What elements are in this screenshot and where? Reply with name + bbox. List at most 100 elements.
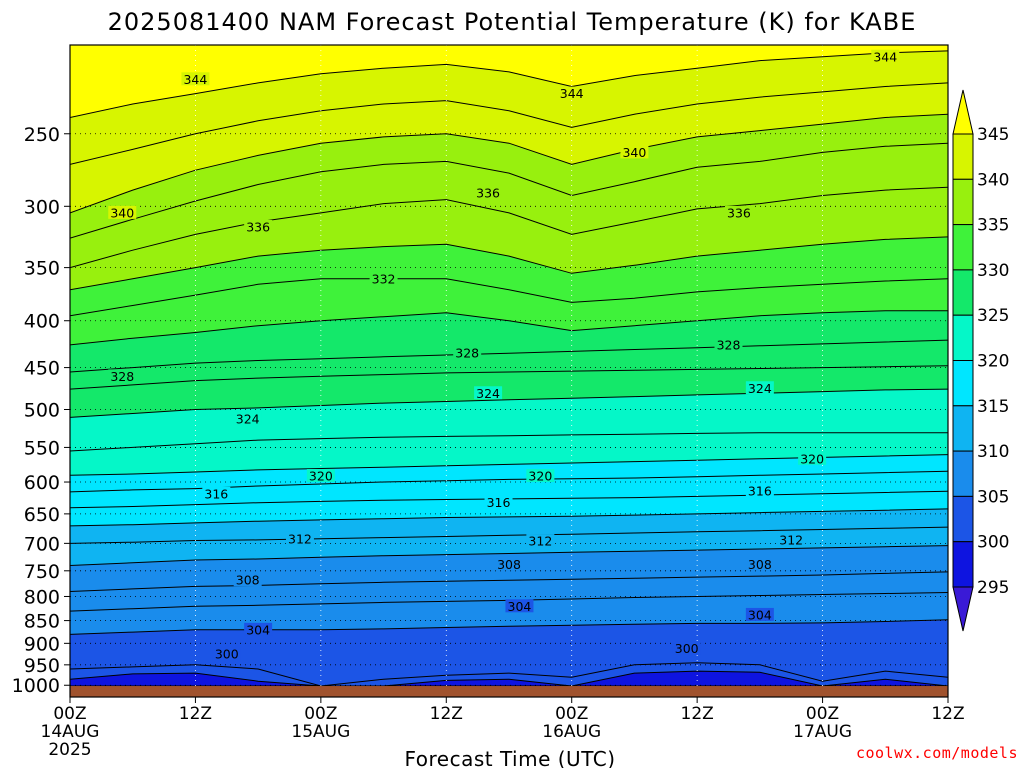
contour-label-bg bbox=[745, 381, 774, 395]
y-tick-label: 600 bbox=[24, 472, 60, 494]
contour-label-bg bbox=[798, 451, 827, 465]
contour-lines bbox=[70, 50, 948, 687]
y-tick-label: 250 bbox=[24, 124, 60, 146]
x-tick-date: 14AUG bbox=[41, 722, 100, 742]
x-tick-label: 00Z bbox=[806, 704, 839, 724]
isentrope-line bbox=[70, 310, 948, 346]
x-tick-year: 2025 bbox=[48, 740, 91, 760]
isentrope-line bbox=[70, 662, 948, 687]
colorbar-legend: 295 300 305 310 315 320 325 330 335 340 345 bbox=[952, 89, 1009, 632]
colorbar-label: 330 bbox=[977, 261, 1009, 281]
colorbar-label: 340 bbox=[977, 170, 1009, 190]
contour-label-bg bbox=[108, 369, 137, 383]
contour-label: 308 bbox=[236, 573, 260, 588]
contour-label-bg bbox=[285, 531, 314, 545]
y-tick-label: 550 bbox=[24, 437, 60, 459]
contour-label-bg bbox=[181, 72, 210, 86]
contour-label-bg bbox=[244, 219, 273, 233]
contour-label-bg bbox=[672, 641, 701, 655]
x-tick-label: 12Z bbox=[430, 704, 463, 724]
contour-label-bg bbox=[557, 86, 586, 100]
colorbar-box bbox=[952, 133, 974, 180]
contour-label-bg bbox=[108, 205, 137, 219]
colorbar-label: 345 bbox=[977, 125, 1009, 145]
contour-label: 316 bbox=[748, 484, 772, 499]
contour-label-bg bbox=[202, 486, 231, 500]
colorbar-label: 315 bbox=[977, 397, 1009, 417]
contour-label: 316 bbox=[487, 495, 511, 510]
colorbar-min-triangle bbox=[952, 586, 974, 632]
y-tick-label: 700 bbox=[24, 533, 60, 555]
colorbar-label: 305 bbox=[977, 487, 1009, 507]
contour-label-bg bbox=[777, 532, 806, 546]
x-tick-label: 12Z bbox=[179, 704, 212, 724]
contour-label: 304 bbox=[508, 599, 532, 614]
isentrope-line bbox=[70, 278, 948, 317]
y-tick-label: 450 bbox=[24, 358, 60, 380]
contour-label-bg bbox=[233, 573, 262, 587]
contour-label: 332 bbox=[372, 271, 396, 286]
contour-label: 328 bbox=[717, 337, 741, 352]
y-tick-label: 350 bbox=[24, 258, 60, 280]
y-tick-label: 850 bbox=[24, 611, 60, 633]
contour-label-bg bbox=[526, 534, 555, 548]
x-tick-label: 12Z bbox=[931, 704, 964, 724]
colorbar-label: 295 bbox=[977, 578, 1009, 598]
y-tick-label: 650 bbox=[24, 504, 60, 526]
contour-label-bg bbox=[745, 607, 774, 621]
isentrope-line bbox=[70, 142, 948, 239]
y-tick-label: 500 bbox=[24, 400, 60, 422]
isentrope-line bbox=[70, 113, 948, 214]
contour-label-bg bbox=[306, 469, 335, 483]
contour-label-bg bbox=[453, 346, 482, 360]
contour-label: 336 bbox=[246, 219, 270, 234]
x-tick-label: 00Z bbox=[555, 704, 588, 724]
x-tick-label: 12Z bbox=[681, 704, 714, 724]
contour-label: 324 bbox=[476, 386, 500, 401]
contour-label-bg bbox=[474, 185, 503, 199]
x-tick-date: 16AUG bbox=[542, 722, 601, 742]
colorbar-label: 325 bbox=[977, 306, 1009, 326]
colorbar-label: 320 bbox=[977, 352, 1009, 372]
isentrope-line bbox=[70, 50, 948, 118]
isentrope-line bbox=[70, 82, 948, 165]
y-tick-label: 400 bbox=[24, 311, 60, 333]
contour-label: 320 bbox=[528, 469, 552, 484]
isentrope-line bbox=[70, 508, 948, 527]
y-tick-label: 750 bbox=[24, 561, 60, 583]
isentrope-line bbox=[70, 339, 948, 373]
colorbar-box bbox=[952, 269, 974, 316]
isentrope-line bbox=[70, 545, 948, 566]
contour-label-bg bbox=[526, 469, 555, 483]
contour-label: 328 bbox=[455, 346, 479, 361]
x-tick-label: 00Z bbox=[304, 704, 337, 724]
x-axis-title: Forecast Time (UTC) bbox=[404, 747, 615, 768]
contour-label: 312 bbox=[528, 534, 552, 549]
contour-label: 324 bbox=[236, 411, 260, 426]
contour-labels: 344 344 344 340 340 336 336 336 332 328 328 328 324 3… bbox=[108, 49, 900, 662]
contour-label: 344 bbox=[873, 49, 897, 64]
x-tick-date: 17AUG bbox=[793, 722, 852, 742]
isentrope-line bbox=[70, 365, 948, 390]
contour-label-bg bbox=[484, 495, 513, 509]
ground-layer bbox=[70, 686, 948, 697]
colorbar-box bbox=[952, 224, 974, 271]
source-credit[interactable]: coolwx.com/models bbox=[855, 744, 1018, 762]
contour-label: 300 bbox=[675, 641, 699, 656]
colorbar-label: 310 bbox=[977, 442, 1009, 462]
contour-label-bg bbox=[244, 622, 273, 636]
contour-label: 328 bbox=[110, 369, 134, 384]
chart-title: 2025081400 NAM Forecast Potential Temper… bbox=[108, 8, 917, 36]
isentrope-line bbox=[70, 526, 948, 544]
contour-label-bg bbox=[620, 145, 649, 159]
isentrope-line bbox=[70, 186, 948, 269]
band-fill bbox=[70, 45, 948, 118]
contour-label-bg bbox=[714, 337, 743, 351]
ground-fill bbox=[70, 686, 948, 697]
plot-frame bbox=[69, 44, 949, 698]
contour-label-bg bbox=[474, 386, 503, 400]
contour-label: 336 bbox=[476, 185, 500, 200]
isentrope-line bbox=[70, 388, 948, 418]
